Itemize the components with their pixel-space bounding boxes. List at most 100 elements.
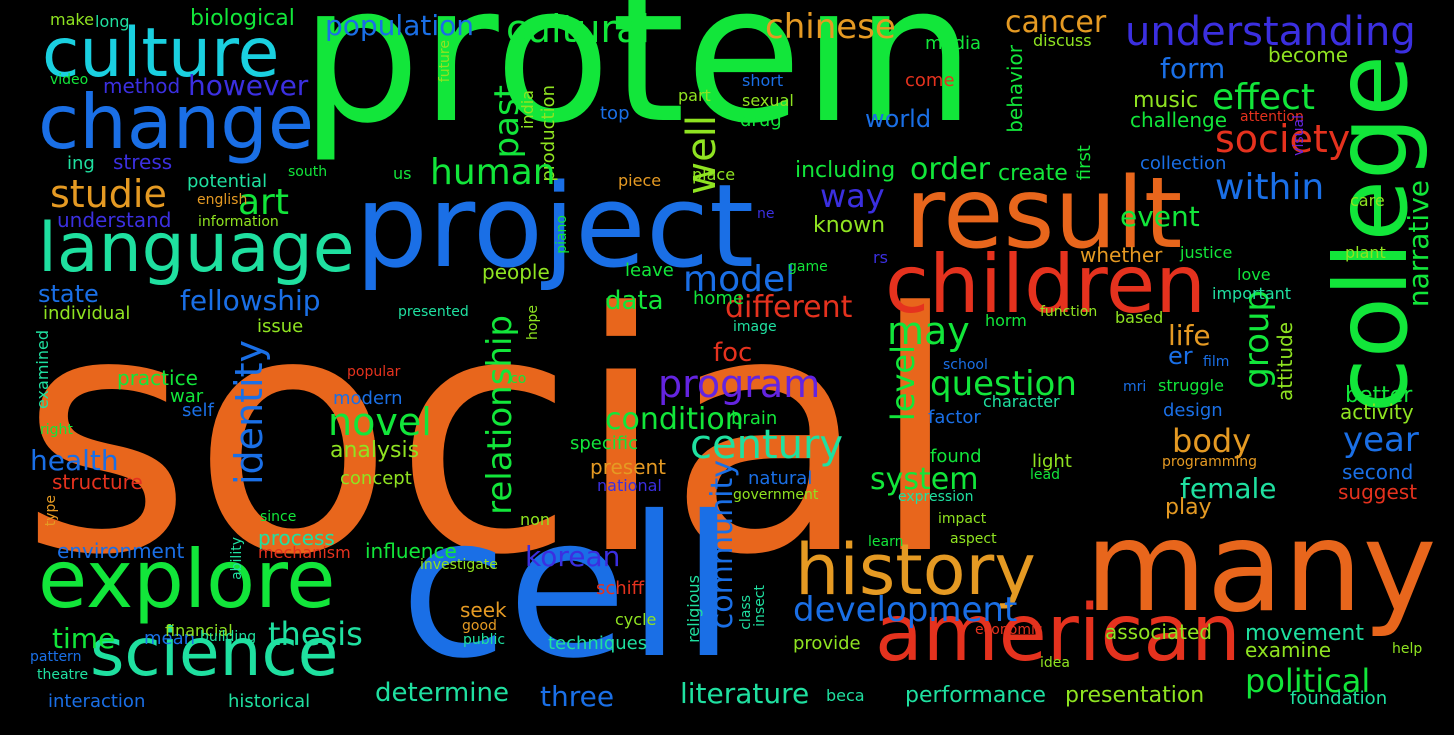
word-techniques: techniques bbox=[548, 633, 648, 654]
word-learn: learn bbox=[868, 534, 904, 550]
word-whether: whether bbox=[1080, 243, 1163, 267]
word-er: er bbox=[1168, 342, 1193, 370]
word-system: system bbox=[870, 462, 979, 497]
word-three: three bbox=[540, 680, 615, 713]
word-justice: justice bbox=[1180, 243, 1233, 262]
word-narrative: narrative bbox=[1402, 180, 1435, 308]
word-condition: condition bbox=[605, 402, 744, 437]
word-school: school bbox=[943, 357, 988, 373]
word-health: health bbox=[30, 444, 119, 477]
word-play: play bbox=[1165, 495, 1212, 520]
word-known: known bbox=[813, 213, 886, 238]
word-challenge: challenge bbox=[1130, 108, 1228, 132]
word-analysis: analysis bbox=[330, 438, 420, 463]
word-design: design bbox=[1163, 400, 1223, 421]
word-non: non bbox=[520, 510, 551, 529]
word-art: art bbox=[238, 182, 289, 223]
word-practice: practice bbox=[117, 366, 198, 390]
word-different: different bbox=[725, 290, 853, 325]
word-cultural: cultural bbox=[506, 7, 650, 51]
word-ne: ne bbox=[757, 206, 775, 222]
word-project: project bbox=[355, 160, 755, 294]
word-film: film bbox=[1203, 354, 1230, 370]
word-within: within bbox=[1215, 167, 1325, 208]
word-provide: provide bbox=[793, 633, 861, 654]
word-make: make bbox=[50, 10, 94, 29]
word-way: way bbox=[820, 177, 885, 215]
word-ing: ing bbox=[67, 153, 95, 174]
word-specific: specific bbox=[570, 433, 639, 454]
word-movement: movement bbox=[1245, 621, 1364, 646]
word-world: world bbox=[865, 105, 932, 133]
word-potential: potential bbox=[187, 171, 268, 192]
word-state: state bbox=[38, 280, 99, 308]
word-cancer: cancer bbox=[1005, 5, 1107, 40]
word-seek: seek bbox=[460, 598, 507, 622]
word-protein: protein bbox=[300, 0, 976, 165]
word-brain: brain bbox=[731, 408, 778, 429]
word-studie: studie bbox=[50, 172, 167, 216]
word-korean: korean bbox=[525, 540, 621, 573]
word-plant: plant bbox=[1345, 243, 1386, 262]
word-level: level bbox=[884, 345, 922, 422]
word-program: program bbox=[658, 362, 821, 406]
word-mechanism: mechanism bbox=[258, 543, 351, 562]
word-social: social bbox=[20, 243, 961, 627]
word-drug: drug bbox=[740, 110, 782, 131]
word-hope: hope bbox=[525, 305, 541, 340]
word-function: function bbox=[1040, 304, 1098, 320]
word-science: science bbox=[90, 614, 339, 691]
word-rs: rs bbox=[873, 248, 888, 267]
word-interaction: interaction bbox=[48, 691, 146, 712]
word-game: game bbox=[788, 259, 828, 275]
word-short: short bbox=[742, 71, 784, 90]
word-love: love bbox=[1237, 265, 1271, 284]
word-long: long bbox=[95, 12, 130, 31]
word-factor: factor bbox=[928, 407, 981, 428]
word-cell: cell bbox=[400, 474, 736, 701]
word-building: building bbox=[200, 629, 257, 645]
word-schiff: schiff bbox=[596, 578, 645, 599]
word-biological: biological bbox=[190, 6, 295, 31]
word-impact: impact bbox=[938, 511, 987, 527]
word-struggle: struggle bbox=[1158, 376, 1224, 395]
word-effect: effect bbox=[1212, 77, 1316, 118]
word-life: life bbox=[1168, 319, 1211, 352]
word-leave: leave bbox=[625, 260, 674, 281]
word-first: first bbox=[1074, 145, 1095, 181]
word-stress: stress bbox=[113, 150, 173, 174]
word-good: good bbox=[462, 618, 497, 634]
word-culture: culture bbox=[42, 14, 280, 93]
word-process: process bbox=[258, 526, 335, 550]
word-presentation: presentation bbox=[1065, 683, 1205, 708]
word-piano: piano bbox=[554, 215, 570, 254]
word-community: community bbox=[705, 460, 740, 630]
word-development: development bbox=[793, 590, 1018, 630]
word-important: important bbox=[1212, 284, 1292, 303]
word-present: present bbox=[590, 455, 667, 479]
word-collection: collection bbox=[1140, 153, 1227, 174]
word-idea: idea bbox=[1040, 655, 1070, 671]
word-may: may bbox=[887, 309, 970, 353]
word-understand: understand bbox=[57, 208, 172, 232]
word-year: year bbox=[1343, 420, 1419, 460]
word-female: female bbox=[1180, 472, 1277, 505]
word-children: children bbox=[885, 238, 1206, 331]
word-environment: environment bbox=[57, 539, 185, 563]
word-beca: beca bbox=[826, 686, 865, 705]
word-type: type bbox=[43, 495, 59, 527]
word-activity: activity bbox=[1340, 400, 1414, 424]
word-horm: horm bbox=[985, 311, 1027, 330]
word-music: music bbox=[1133, 88, 1199, 113]
word-event: event bbox=[1120, 200, 1200, 233]
word-media: media bbox=[925, 33, 982, 54]
word-second: second bbox=[1342, 460, 1414, 484]
word-people: people bbox=[482, 260, 550, 284]
word-fellowship: fellowship bbox=[180, 284, 321, 317]
word-performance: performance bbox=[905, 683, 1046, 708]
word-political: political bbox=[1245, 662, 1371, 700]
word-information: information bbox=[198, 214, 279, 230]
word-co: co bbox=[510, 371, 527, 387]
word-language: language bbox=[38, 209, 355, 288]
word-piece: piece bbox=[618, 171, 662, 190]
